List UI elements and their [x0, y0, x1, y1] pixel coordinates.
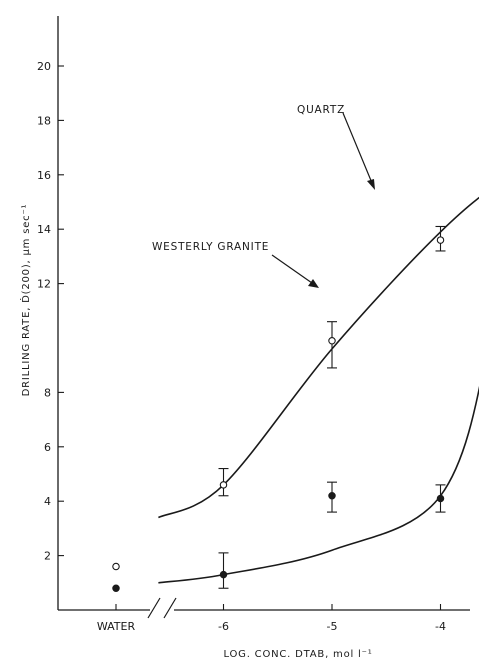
annotation-quartz: QUARTZ: [297, 104, 375, 190]
y-tick-label: 12: [37, 278, 51, 291]
y-tick-label: 20: [37, 60, 51, 73]
point-quartz: [436, 494, 445, 503]
point-westerly-granite: [219, 481, 228, 489]
x-tick-label: -5: [327, 620, 338, 633]
y-tick-label: 4: [44, 495, 51, 508]
data-points: [112, 236, 445, 592]
curve-quartz: [158, 385, 479, 584]
x-ticks: -6-5-4-3-2WATER: [97, 604, 446, 633]
y-tick-label: 6: [44, 441, 51, 454]
series-curves: [158, 196, 479, 584]
error-bar-westerly-granite: [327, 321, 337, 369]
y-tick-label: 14: [37, 223, 51, 236]
y-axis-title: DRILLING RATE, Ḋ(200), µm sec⁻¹: [19, 204, 32, 397]
annotation-quartz-label: QUARTZ: [297, 104, 345, 116]
point-water-quartz: [112, 584, 120, 592]
annotation-westerly-granite: WESTERLY GRANITE: [152, 241, 319, 288]
x-axis-break: [147, 597, 177, 619]
annotation-westerly-granite-arrowhead: [308, 279, 319, 288]
annotation-westerly-granite-arrow: [271, 254, 313, 284]
y-ticks: 2 4 6 8 12 14 16 18 20: [37, 60, 64, 563]
x-axis-title: LOG. CONC. DTAB, mol l⁻¹: [223, 649, 372, 660]
error-bars: [218, 225, 446, 589]
annotation-westerly-granite-label: WESTERLY GRANITE: [152, 241, 269, 253]
point-westerly-granite: [436, 236, 445, 244]
x-tick-label: -6: [218, 620, 229, 633]
curve-westerly-granite: [158, 196, 479, 519]
x-tick-label-water: WATER: [97, 620, 136, 633]
error-bar-quartz: [218, 552, 229, 589]
y-tick-label: 8: [44, 386, 51, 399]
y-tick-label: 16: [37, 169, 51, 182]
annotation-quartz-arrow: [342, 112, 373, 184]
point-quartz: [219, 570, 228, 579]
y-tick-label: 18: [37, 114, 51, 127]
point-westerly-granite: [328, 336, 336, 345]
y-tick-label: 2: [44, 550, 51, 563]
annotation-quartz-arrowhead: [367, 179, 375, 190]
x-tick-label: -4: [435, 620, 446, 633]
point-quartz: [328, 492, 336, 500]
point-water-westerly-granite: [112, 562, 120, 571]
